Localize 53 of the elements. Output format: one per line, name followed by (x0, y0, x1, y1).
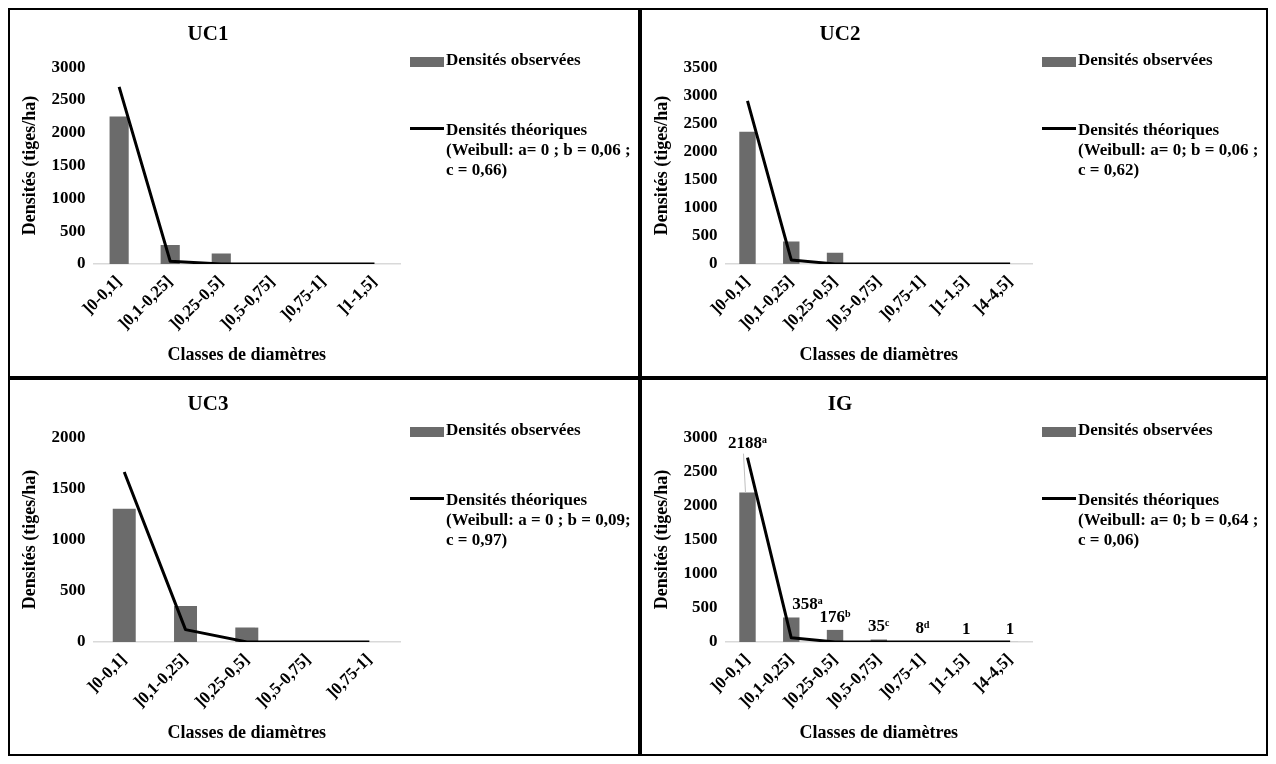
y-tick-label: 0 (77, 253, 86, 273)
y-tick-label: 1500 (683, 168, 718, 188)
y-tick-label: 0 (709, 631, 718, 651)
y-axis-title: Densités (tiges/ha) (19, 95, 41, 236)
x-axis-title: Classes de diamètres (799, 721, 959, 742)
y-tick-label: 0 (709, 253, 718, 273)
y-tick-label: 2000 (683, 494, 718, 514)
chart-title: IG (827, 391, 853, 416)
legend-label: Densités observées (446, 420, 581, 440)
data-label: 2188ᵃ (728, 432, 767, 452)
y-axis-title: Densités (tiges/ha) (651, 95, 673, 236)
legend-label: Densités observées (1078, 420, 1213, 440)
data-label: 8ᵈ (915, 618, 931, 638)
y-tick-label: 3500 (683, 56, 718, 76)
y-tick-label: 2500 (683, 112, 718, 132)
y-tick-label: 1000 (51, 187, 86, 207)
y-tick-label: 1000 (683, 197, 718, 217)
y-tick-label: 500 (692, 597, 718, 617)
legend-label: Densités théoriques (Weibull: a= 0; b = 0,64 ; c = 0,06) (1078, 490, 1260, 550)
y-tick-label: 1500 (51, 154, 86, 174)
chart-title: UC3 (187, 391, 229, 416)
y-tick-label: 2000 (51, 426, 86, 446)
y-tick-label: 1500 (51, 477, 86, 497)
x-axis-title: Classes de diamètres (167, 721, 327, 742)
y-tick-label: 1500 (683, 528, 718, 548)
legend-label: Densités théoriques (Weibull: a= 0 ; b = 0,06 ; c = 0,66) (446, 120, 632, 180)
y-tick-label: 2500 (683, 460, 718, 480)
data-label: 35ᶜ (868, 616, 891, 636)
legend-label: Densités observées (1078, 50, 1213, 70)
legend-label: Densités théoriques (Weibull: a = 0 ; b = 0,09; c = 0,97) (446, 490, 632, 550)
legend-label: Densités théoriques (Weibull: a= 0; b = 0,06 ; c = 0,62) (1078, 120, 1260, 180)
y-tick-label: 500 (60, 580, 86, 600)
y-tick-label: 1000 (683, 563, 718, 583)
y-tick-label: 3000 (51, 56, 86, 76)
x-axis-title: Classes de diamètres (167, 343, 327, 364)
chart-title: UC1 (187, 21, 229, 46)
y-tick-label: 3000 (683, 426, 718, 446)
y-axis-title: Densités (tiges/ha) (651, 469, 673, 610)
data-label: 176ᵇ (819, 606, 852, 626)
y-tick-label: 3000 (683, 84, 718, 104)
y-tick-label: 500 (60, 220, 86, 240)
y-tick-label: 500 (692, 225, 718, 245)
y-tick-label: 2000 (51, 122, 86, 142)
x-axis-title: Classes de diamètres (799, 343, 959, 364)
y-tick-label: 2500 (51, 89, 86, 109)
y-axis-title: Densités (tiges/ha) (19, 469, 41, 610)
y-tick-label: 1000 (51, 528, 86, 548)
y-tick-label: 2000 (683, 140, 718, 160)
data-label: 1 (962, 618, 971, 638)
legend-label: Densités observées (446, 50, 581, 70)
y-tick-label: 0 (77, 631, 86, 651)
data-label: 1 (1005, 618, 1015, 638)
chart-title: UC2 (819, 21, 861, 46)
